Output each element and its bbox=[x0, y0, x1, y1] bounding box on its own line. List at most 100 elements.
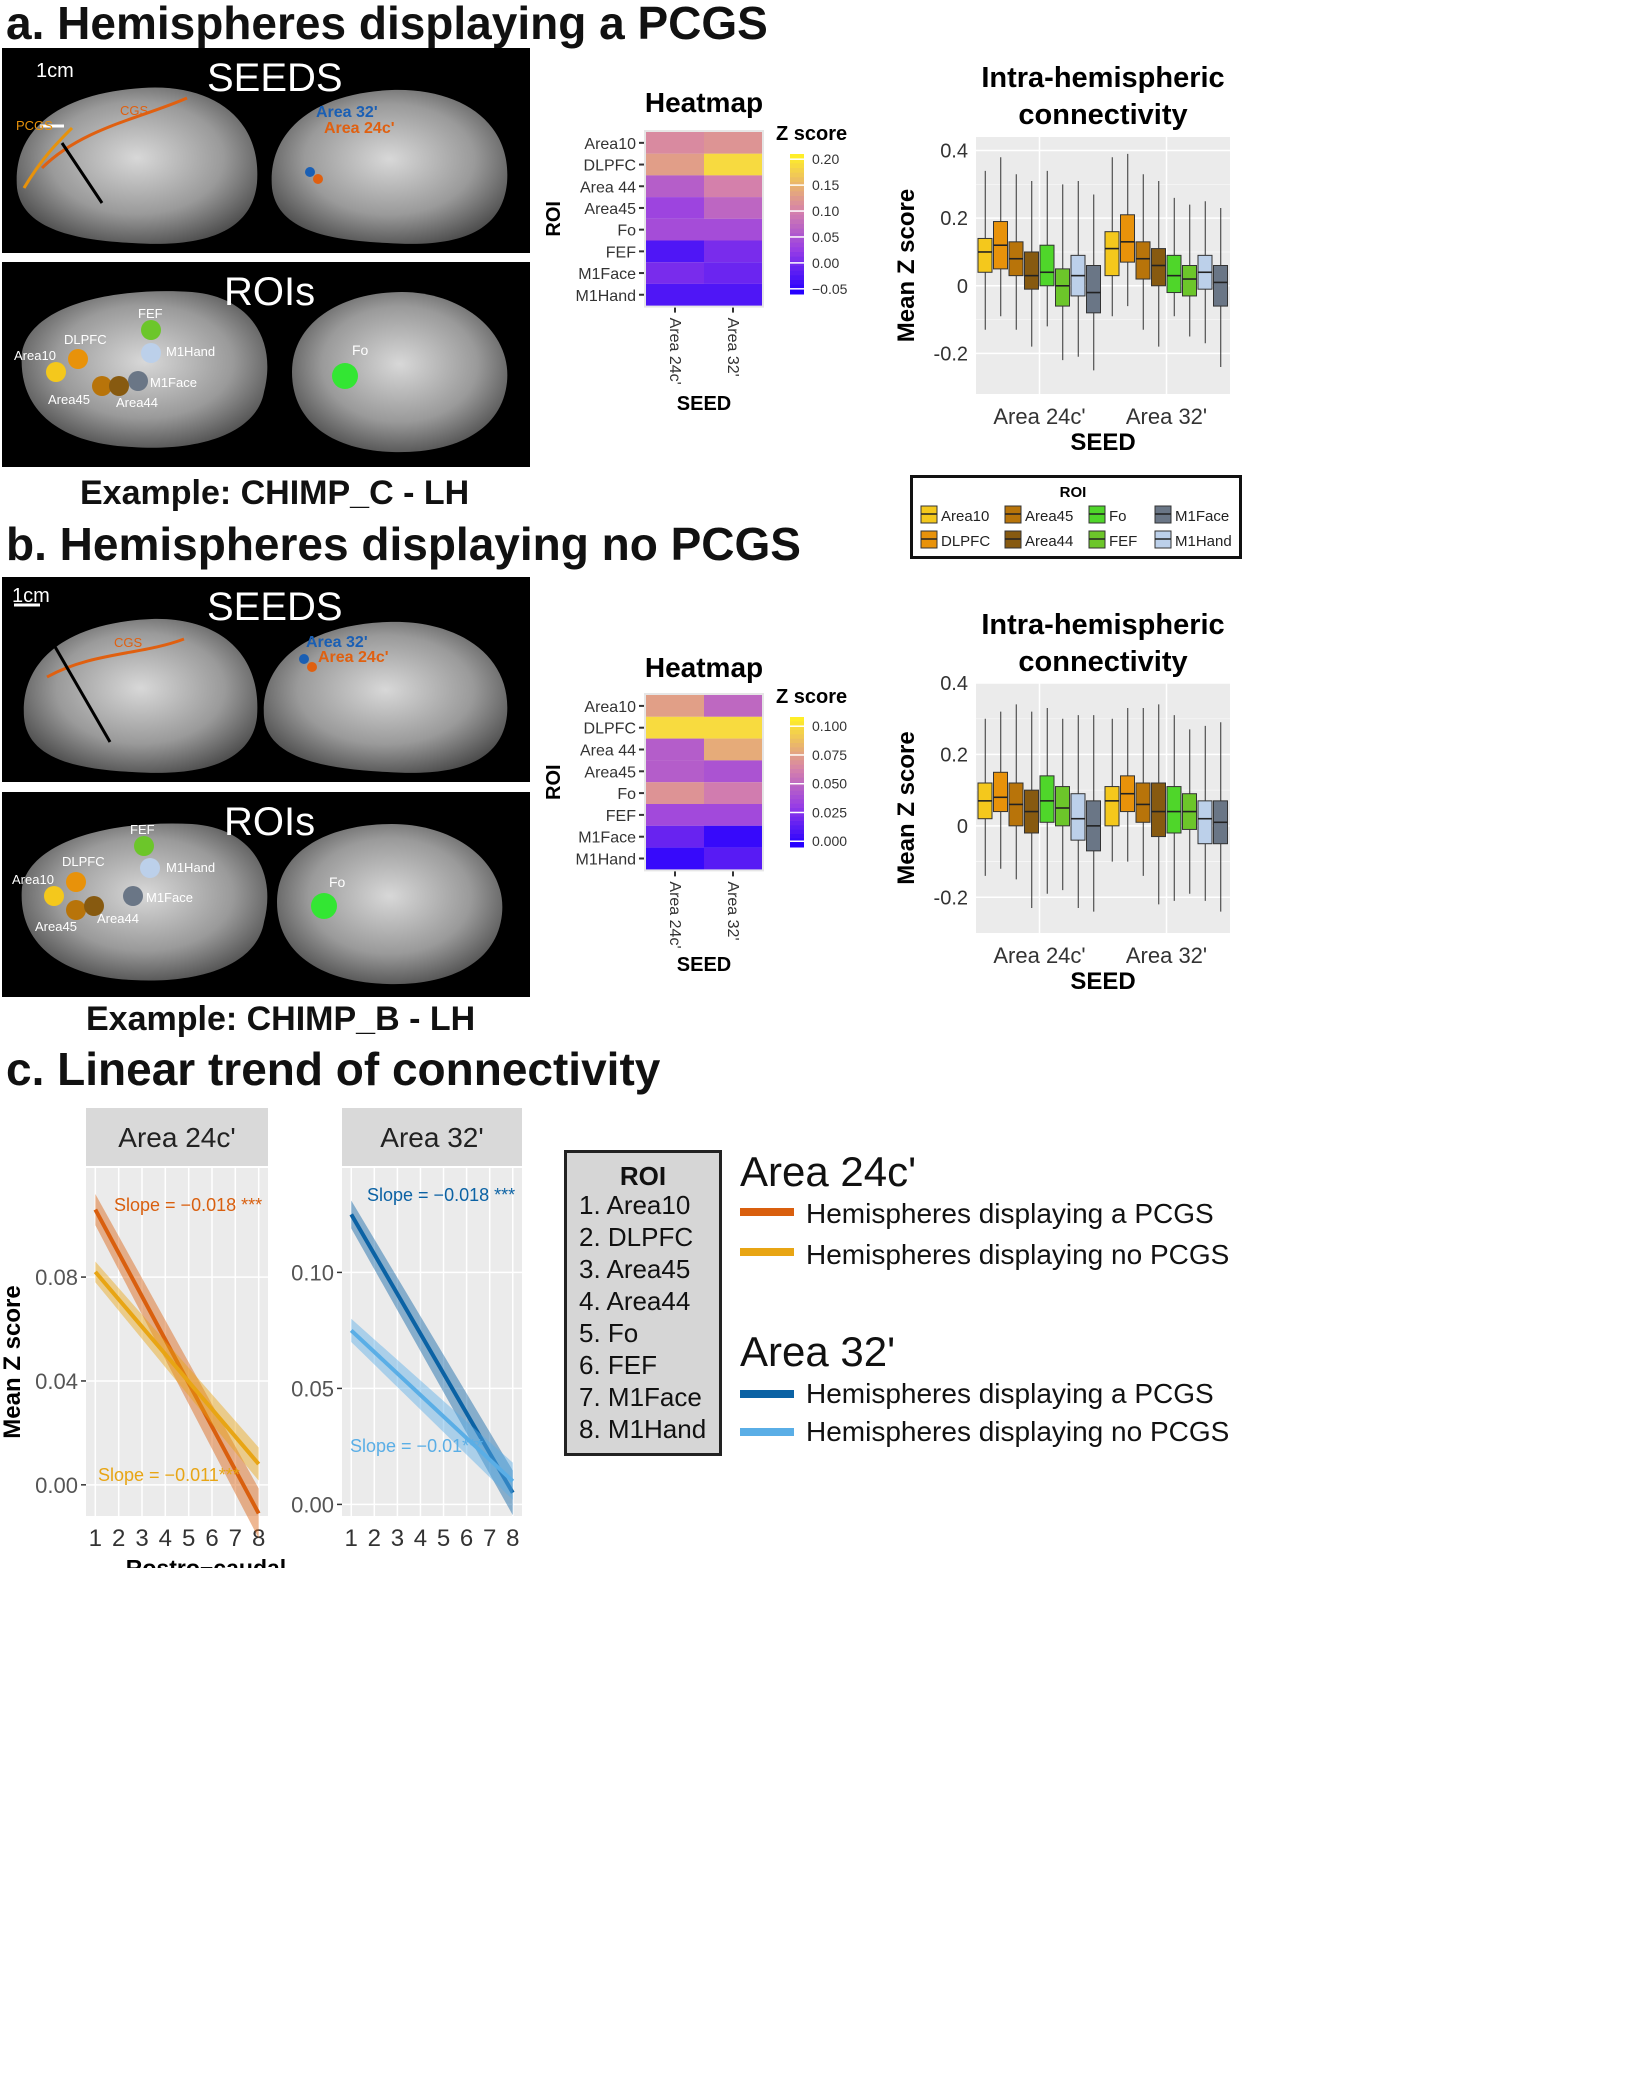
heatmap-cell bbox=[646, 847, 704, 870]
colorbar-step bbox=[790, 214, 804, 220]
colorbar-step bbox=[790, 842, 804, 848]
heatmap-row-label: Area10 bbox=[584, 136, 636, 153]
box-legend-label: FEF bbox=[1109, 533, 1137, 550]
roi-legend-item: 2. DLPFC bbox=[579, 1222, 694, 1252]
box-rect bbox=[1086, 265, 1101, 314]
heatmap-cell bbox=[704, 197, 762, 219]
colorbar-step bbox=[790, 154, 804, 160]
box-rect bbox=[1055, 268, 1070, 307]
trend-xtick: 3 bbox=[135, 1525, 148, 1552]
colorbar-step bbox=[790, 219, 804, 225]
box-ytick: 0.2 bbox=[940, 744, 968, 766]
box-legend-label: DLPFC bbox=[941, 533, 990, 550]
roi-label-dlpfc: DLPFC bbox=[64, 332, 107, 347]
roi-legend-item: 6. FEF bbox=[579, 1350, 658, 1380]
seed-24-label: Area 24c' bbox=[318, 649, 389, 666]
slope-label: Slope = −0.01*** bbox=[350, 1436, 483, 1456]
colorbar-step bbox=[790, 261, 804, 267]
trend-legend-32-pcgs: Hemispheres displaying a PCGS bbox=[806, 1378, 1214, 1409]
rois-label: ROIs bbox=[224, 270, 316, 314]
box-rect bbox=[1182, 265, 1197, 297]
roi-legend-item: 7. M1Face bbox=[579, 1382, 702, 1412]
colorbar-step bbox=[790, 289, 804, 295]
heatmap-a-chart: Heatmap Area10 DLPFC Area 44 Area45 Fo FEF M1Fa… bbox=[543, 87, 848, 415]
colorbar-step bbox=[790, 821, 804, 826]
box-rect bbox=[1213, 265, 1228, 307]
box-category-label: Area 24c' bbox=[993, 404, 1085, 429]
trend-ci-band bbox=[351, 1200, 513, 1516]
box-xlabel: SEED bbox=[1070, 429, 1135, 456]
colorbar-step bbox=[790, 803, 804, 809]
trend-ci-band bbox=[351, 1318, 513, 1500]
colorbar-step bbox=[790, 275, 804, 281]
colorbar-step bbox=[790, 191, 804, 197]
roi-legend-list: 1. Area10 2. DLPFC 3. Area45 4. Area44 5. Fo… bbox=[579, 1189, 706, 1445]
box-rect bbox=[1024, 251, 1039, 290]
scale-label: 1cm bbox=[12, 585, 50, 607]
box-rect bbox=[993, 771, 1008, 813]
roi-label-fo: Fo bbox=[352, 342, 369, 358]
roi-dot-fef bbox=[141, 320, 161, 340]
box-rect bbox=[1070, 793, 1086, 841]
box-category-label: Area 32' bbox=[1126, 404, 1207, 429]
pcgs-label: PCGS bbox=[16, 118, 53, 133]
heatmap-row-label: Area10 bbox=[584, 699, 636, 716]
vca-line bbox=[60, 142, 104, 204]
box-rect bbox=[1120, 214, 1135, 263]
roi-label-area45: Area45 bbox=[48, 392, 90, 407]
colorbar-tick-label: 0.20 bbox=[812, 151, 839, 167]
colorbar-step bbox=[790, 777, 804, 783]
colorbar-step bbox=[790, 252, 804, 258]
heatmap-cell bbox=[704, 782, 762, 804]
heatmap-cell bbox=[704, 283, 762, 306]
trend-legend-24-title: Area 24c' bbox=[740, 1148, 917, 1195]
seed-32-dot bbox=[305, 167, 315, 177]
heatmap-cell bbox=[646, 716, 704, 739]
trend-24-chart: Area 24c' 1 2 3 4 5 6 7 8 0.08 0.04 0.00 Slope = −0.… bbox=[0, 1108, 290, 1568]
heatmap-cell bbox=[704, 804, 762, 826]
colorbar-step bbox=[790, 738, 804, 744]
roi-label-area44: Area44 bbox=[116, 395, 158, 410]
seeds-panel-a: 1cm SEEDS PCGS CGS Area 32' Area 24c' bbox=[2, 48, 530, 253]
colorbar-step bbox=[790, 808, 804, 813]
heatmap-row-label: M1Hand bbox=[576, 288, 636, 305]
box-legend-label: Fo bbox=[1109, 508, 1127, 525]
colorbar-step bbox=[790, 734, 804, 740]
box-rect bbox=[1055, 786, 1070, 827]
colorbar-step bbox=[790, 228, 804, 234]
seed-32-label: Area 32' bbox=[306, 634, 368, 651]
colorbar-step bbox=[790, 764, 804, 770]
trend-xtick: 1 bbox=[89, 1525, 102, 1552]
roi-legend-item: 3. Area45 bbox=[579, 1254, 691, 1284]
trend-xtick: 8 bbox=[252, 1525, 265, 1552]
roi-label-fef: FEF bbox=[138, 306, 163, 321]
trend-xtick: 7 bbox=[483, 1525, 496, 1552]
trend-panel bbox=[86, 1168, 268, 1516]
colorbar-step bbox=[790, 210, 804, 216]
box-rect bbox=[1104, 231, 1120, 277]
colorbar-step bbox=[790, 270, 804, 276]
heatmap-cell bbox=[646, 132, 704, 154]
colorbar-step bbox=[790, 284, 804, 290]
cgs-line bbox=[40, 96, 188, 170]
roi-label-dlpfc: DLPFC bbox=[62, 854, 105, 869]
heatmap-row-label: M1Face bbox=[578, 830, 636, 847]
box-ylabel: Mean Z score bbox=[893, 731, 920, 884]
trend-line bbox=[93, 1208, 261, 1515]
medial-brain-right bbox=[271, 89, 508, 244]
heatmap-xlabel: SEED bbox=[677, 954, 731, 976]
colorbar-step bbox=[790, 773, 804, 779]
heatmap-cell bbox=[704, 695, 762, 717]
heatmap-ylabel: ROI bbox=[543, 764, 565, 800]
box-rect bbox=[1135, 782, 1151, 823]
trend-legend-32-title: Area 32' bbox=[740, 1328, 896, 1375]
box-ytick: 0 bbox=[957, 276, 968, 298]
heatmap-cell bbox=[646, 153, 704, 176]
colorbar-title: Z score bbox=[776, 123, 847, 145]
trend-legend-24-nopcgs: Hemispheres displaying no PCGS bbox=[806, 1239, 1230, 1270]
box-rect bbox=[1166, 786, 1182, 834]
heatmap-row-label: Area45 bbox=[584, 764, 636, 781]
roi-dot-m1face bbox=[128, 371, 148, 391]
heatmap-row-label: DLPFC bbox=[584, 158, 636, 175]
trend-ylabel: Mean Z score bbox=[0, 1285, 26, 1438]
